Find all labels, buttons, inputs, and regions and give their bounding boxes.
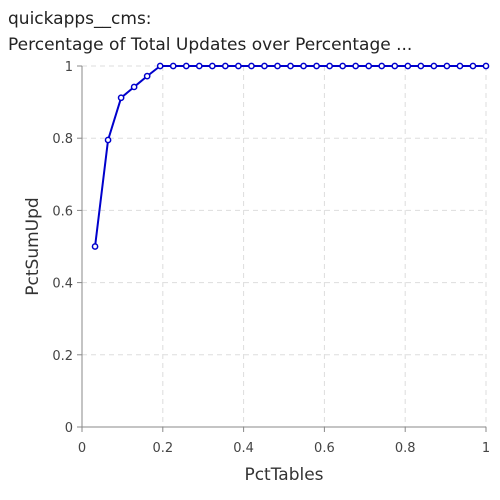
y-tick-label: 0.4 <box>52 277 73 292</box>
data-point <box>365 62 373 70</box>
y-tick-label: 0.2 <box>52 349 73 364</box>
data-point <box>143 72 151 80</box>
x-tick-label: 0.2 <box>152 441 173 456</box>
data-point <box>300 62 307 70</box>
data-point <box>313 62 320 70</box>
data-point <box>352 62 360 70</box>
series-layer <box>91 62 490 250</box>
data-point <box>261 62 268 70</box>
data-point <box>391 62 399 70</box>
ticks-layer: 0 0.2 0.4 0.6 0.8 1 0 0.2 0.4 0.6 0.8 1 <box>52 60 490 456</box>
axes-layer <box>81 66 486 428</box>
data-point <box>221 62 229 70</box>
data-point <box>339 62 347 70</box>
data-point <box>117 94 125 102</box>
x-tick-label: 0.4 <box>233 441 254 456</box>
y-tick-label: 1 <box>65 60 73 75</box>
data-point <box>156 62 164 70</box>
data-point <box>248 62 255 70</box>
data-point <box>130 83 138 91</box>
data-point <box>287 62 294 70</box>
x-tick-label: 0.6 <box>314 441 335 456</box>
grid-layer <box>82 65 487 427</box>
y-tick-label: 0.8 <box>52 132 73 147</box>
y-tick-label: 0.6 <box>52 204 73 219</box>
data-point <box>326 62 333 70</box>
x-tick-label: 0.8 <box>395 441 416 456</box>
data-point <box>274 62 281 70</box>
data-point <box>404 62 412 70</box>
data-point <box>235 62 242 70</box>
data-point <box>482 62 490 70</box>
data-point <box>469 62 477 70</box>
x-tick-label: 0 <box>78 441 86 456</box>
x-tick-label: 1 <box>482 441 490 456</box>
data-point <box>378 62 386 70</box>
data-point <box>417 62 425 70</box>
data-point <box>430 62 438 70</box>
y-tick-label: 0 <box>65 421 73 436</box>
y-axis-title: PctSumUpd <box>23 197 43 295</box>
data-point <box>182 62 190 70</box>
data-point <box>208 62 216 70</box>
data-point <box>443 62 451 70</box>
data-point <box>456 62 464 70</box>
data-point <box>169 62 177 70</box>
data-point <box>104 136 112 144</box>
chart-title: quickapps__cms: Percentage of Total Upda… <box>8 6 498 58</box>
data-point <box>195 62 203 70</box>
chart-title-line-2: Percentage of Total Updates over Percent… <box>8 35 413 55</box>
chart-title-line-1: quickapps__cms: <box>8 9 152 29</box>
series-line <box>94 65 486 247</box>
x-axis-title: PctTables <box>244 465 323 485</box>
data-point <box>91 243 99 250</box>
